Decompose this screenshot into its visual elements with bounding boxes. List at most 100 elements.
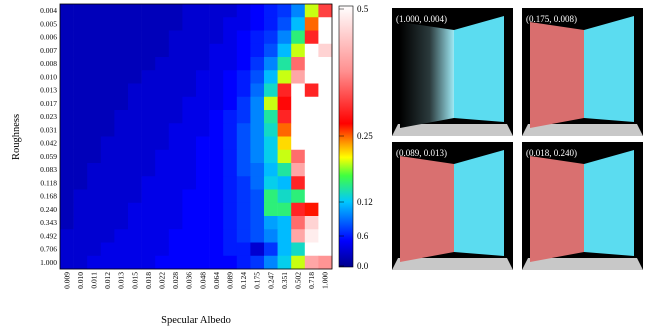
y-tick-label: 0.006 <box>40 33 57 42</box>
heatmap-cell <box>100 17 115 31</box>
heatmap-cell <box>100 43 115 58</box>
heatmap-cell <box>128 176 142 190</box>
heatmap-cell <box>100 136 115 151</box>
heatmap-cell <box>141 176 156 190</box>
colorbar-tick-label: 0.0 <box>357 261 369 271</box>
x-tick-label: 0.351 <box>280 272 289 289</box>
heatmap-cell <box>100 30 115 45</box>
heatmap-cell <box>87 255 102 270</box>
heatmap-cell <box>114 216 129 230</box>
heatmap-cell <box>264 163 278 177</box>
heatmap-cell <box>114 70 129 84</box>
heatmap-cell <box>141 96 156 111</box>
heatmap-cell <box>277 83 292 98</box>
render-label: (0.175, 0.008) <box>526 14 577 24</box>
heatmap-cell <box>100 216 115 230</box>
heatmap-cell <box>304 30 319 45</box>
heatmap-cell <box>250 255 265 270</box>
heatmap-cell <box>60 242 74 257</box>
x-tick-label: 0.022 <box>158 272 167 289</box>
heatmap-cell <box>73 255 88 270</box>
heatmap-cell <box>196 176 210 190</box>
heatmap-cell <box>100 229 115 243</box>
heatmap-cell <box>87 96 102 111</box>
y-tick-label: 0.017 <box>40 99 57 108</box>
heatmap-cell <box>196 242 210 257</box>
heatmap-cell <box>196 189 210 204</box>
heatmap-cell <box>168 202 183 217</box>
heatmap-cell <box>114 43 129 58</box>
heatmap-cell <box>141 123 156 137</box>
heatmap-cell <box>291 43 306 58</box>
heatmap-cell <box>196 163 210 177</box>
heatmap-cell <box>264 149 278 164</box>
left-panel <box>530 22 584 128</box>
heatmap-cell <box>100 176 115 190</box>
heatmap-cell <box>236 123 251 137</box>
heatmap-cell <box>182 96 197 111</box>
heatmap-cell <box>277 229 292 243</box>
heatmap-cell <box>155 17 170 31</box>
heatmap-cell <box>304 149 319 164</box>
heatmap-cell <box>168 4 183 18</box>
heatmap-cell <box>87 216 102 230</box>
heatmap-cell <box>291 242 306 257</box>
heatmap-cell <box>60 4 74 18</box>
heatmap-cell <box>87 136 102 151</box>
heatmap-cell <box>318 136 333 151</box>
y-tick-label: 0.013 <box>40 86 57 95</box>
heatmap-cell <box>60 70 74 84</box>
x-tick-label: 0.028 <box>171 272 180 289</box>
heatmap-cell <box>291 255 306 270</box>
heatmap-cell <box>128 4 142 18</box>
heatmap-cell <box>304 110 319 124</box>
heatmap-cell <box>141 202 156 217</box>
heatmap-cell <box>277 57 292 71</box>
heatmap-cell <box>114 189 129 204</box>
heatmap-cell <box>291 96 306 111</box>
heatmap-cell <box>73 43 88 58</box>
y-tick-label: 0.492 <box>40 231 57 240</box>
heatmap-cell <box>304 189 319 204</box>
colorbar-tick-label: 0.25 <box>357 131 373 141</box>
heatmap-cell <box>250 43 265 58</box>
x-tick-label: 0.718 <box>307 272 316 289</box>
heatmap-cell <box>141 17 156 31</box>
heatmap-cell <box>277 4 292 18</box>
heatmap-cell <box>182 57 197 71</box>
y-tick-label: 0.168 <box>40 192 57 201</box>
heatmap-cell <box>100 255 115 270</box>
x-tick-label: 0.502 <box>294 272 303 289</box>
heatmap-cell <box>209 123 224 137</box>
heatmap-cell <box>236 136 251 151</box>
heatmap-cell <box>114 255 129 270</box>
heatmap-cell <box>196 110 210 124</box>
heatmap-cell <box>155 123 170 137</box>
heatmap-cell <box>87 229 102 243</box>
heatmap-cell <box>141 30 156 45</box>
y-tick-label: 0.008 <box>40 59 57 68</box>
heatmap-cell <box>209 110 224 124</box>
heatmap-cell <box>304 123 319 137</box>
heatmap-cell <box>168 163 183 177</box>
heatmap-cell <box>87 30 102 45</box>
heatmap-cell <box>114 176 129 190</box>
heatmap-cell <box>100 4 115 18</box>
heatmap-cell <box>236 43 251 58</box>
render-thumbnails: (1.000, 0.004) (0.175, 0.008) (0.089, 0.01… <box>392 8 643 270</box>
render-thumbnail: (1.000, 0.004) <box>392 8 513 136</box>
heatmap-cell <box>182 17 197 31</box>
heatmap-cell <box>264 189 278 204</box>
heatmap-cell <box>277 176 292 190</box>
heatmap-cell <box>236 70 251 84</box>
heatmap-cell <box>264 136 278 151</box>
heatmap-cell <box>304 216 319 230</box>
heatmap-cell <box>155 96 170 111</box>
heatmap-cell <box>291 189 306 204</box>
heatmap-cell <box>128 189 142 204</box>
heatmap-cell <box>114 123 129 137</box>
y-axis-label: Roughness <box>11 114 22 160</box>
render-label: (1.000, 0.004) <box>396 14 447 24</box>
heatmap-cell <box>318 110 333 124</box>
heatmap-cell <box>250 242 265 257</box>
